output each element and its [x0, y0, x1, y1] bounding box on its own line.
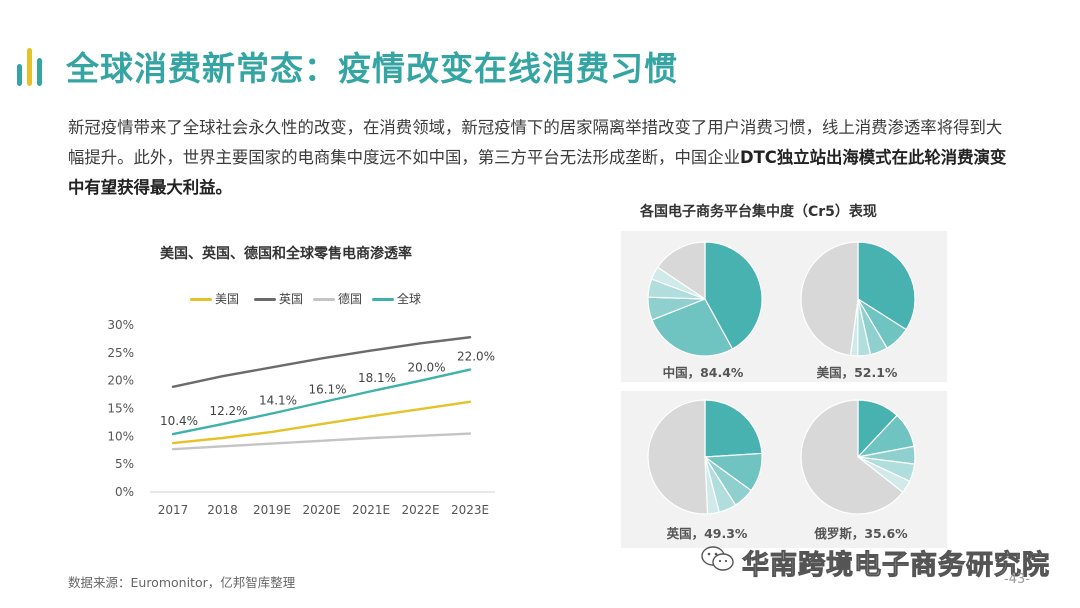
- legend-item: 德国: [313, 290, 362, 307]
- x-tick-label: 2020E: [302, 503, 340, 517]
- wechat-icon: [701, 546, 734, 571]
- pie-slice: [704, 399, 763, 458]
- logo-icon: [17, 44, 47, 86]
- x-tick-label: 2023E: [451, 503, 489, 517]
- x-tick-label: 2017: [158, 503, 189, 517]
- y-tick-label: 25%: [107, 346, 134, 360]
- legend-label: 全球: [397, 292, 422, 306]
- series-line-德国: [171, 432, 472, 451]
- pie-chart: [647, 241, 763, 357]
- x-tick-label: 2021E: [352, 503, 390, 517]
- y-tick-label: 15%: [107, 402, 134, 416]
- pie-label-usa: 美国，52.1%: [816, 365, 898, 380]
- data-label: 12.2%: [209, 404, 247, 418]
- pie-slice: [651, 298, 734, 357]
- pie-chart: [800, 399, 916, 515]
- y-tick-label: 30%: [107, 318, 134, 332]
- pie-slice-other: [647, 399, 709, 515]
- data-label: 18.1%: [358, 371, 396, 385]
- legend-item: 美国: [190, 290, 239, 307]
- watermark: 华南跨境电子商务研究院: [742, 550, 1050, 582]
- legend-label: 美国: [215, 292, 240, 306]
- page-title: 全球消费新常态：疫情改变在线消费习惯: [66, 49, 678, 88]
- legend-item: 全球: [372, 290, 421, 307]
- pie-slice-other: [800, 241, 859, 357]
- y-tick-label: 5%: [115, 457, 134, 471]
- legend-label: 英国: [279, 292, 304, 306]
- line-chart-title: 美国、英国、德国和全球零售电商渗透率: [160, 246, 412, 262]
- pie-chart: [800, 241, 916, 357]
- x-tick-label: 2019E: [253, 503, 291, 517]
- data-source: 数据来源：Euromonitor，亿邦智库整理: [68, 575, 296, 590]
- legend-label: 德国: [338, 292, 363, 306]
- pie-label-russia: 俄罗斯，35.6%: [814, 526, 908, 541]
- y-tick-label: 20%: [107, 374, 134, 388]
- x-tick-label: 2018: [207, 503, 238, 517]
- series-line-美国: [171, 400, 472, 445]
- data-label: 10.4%: [160, 414, 198, 428]
- pie-label-china: 中国，84.4%: [662, 365, 744, 380]
- y-tick-label: 0%: [115, 485, 134, 499]
- pie-slice: [704, 241, 763, 350]
- data-label: 20.0%: [407, 361, 445, 375]
- data-label: 22.0%: [457, 350, 495, 364]
- pie-chart: [647, 399, 763, 515]
- pie-label-uk: 英国，49.3%: [666, 526, 748, 541]
- series-line-英国: [171, 336, 472, 388]
- page-number: -43-: [1004, 572, 1030, 587]
- intro-paragraph: 新冠疫情带来了全球社会永久性的改变，在消费领域，新冠疫情下的居家隔离举措改变了用…: [68, 113, 1018, 203]
- series-line-全球: [171, 368, 472, 436]
- data-label: 16.1%: [308, 382, 346, 396]
- intro-text: 新冠疫情带来了全球社会永久性的改变，在消费领域，新冠疫情下的居家隔离举措改变了用…: [68, 118, 1003, 167]
- x-tick-label: 2022E: [401, 503, 439, 517]
- pie-slice-other: [800, 399, 904, 515]
- pie-slice-other: [656, 241, 706, 301]
- legend-item: 英国: [254, 290, 303, 307]
- data-label: 14.1%: [259, 394, 297, 408]
- intro-text-bold: DTC独立站出海模式在此轮消费演变中有望获得最大利益。: [68, 148, 1007, 197]
- y-tick-label: 10%: [107, 429, 134, 443]
- pie-chart-title: 各国电子商务平台集中度（Cr5）表现: [640, 204, 877, 220]
